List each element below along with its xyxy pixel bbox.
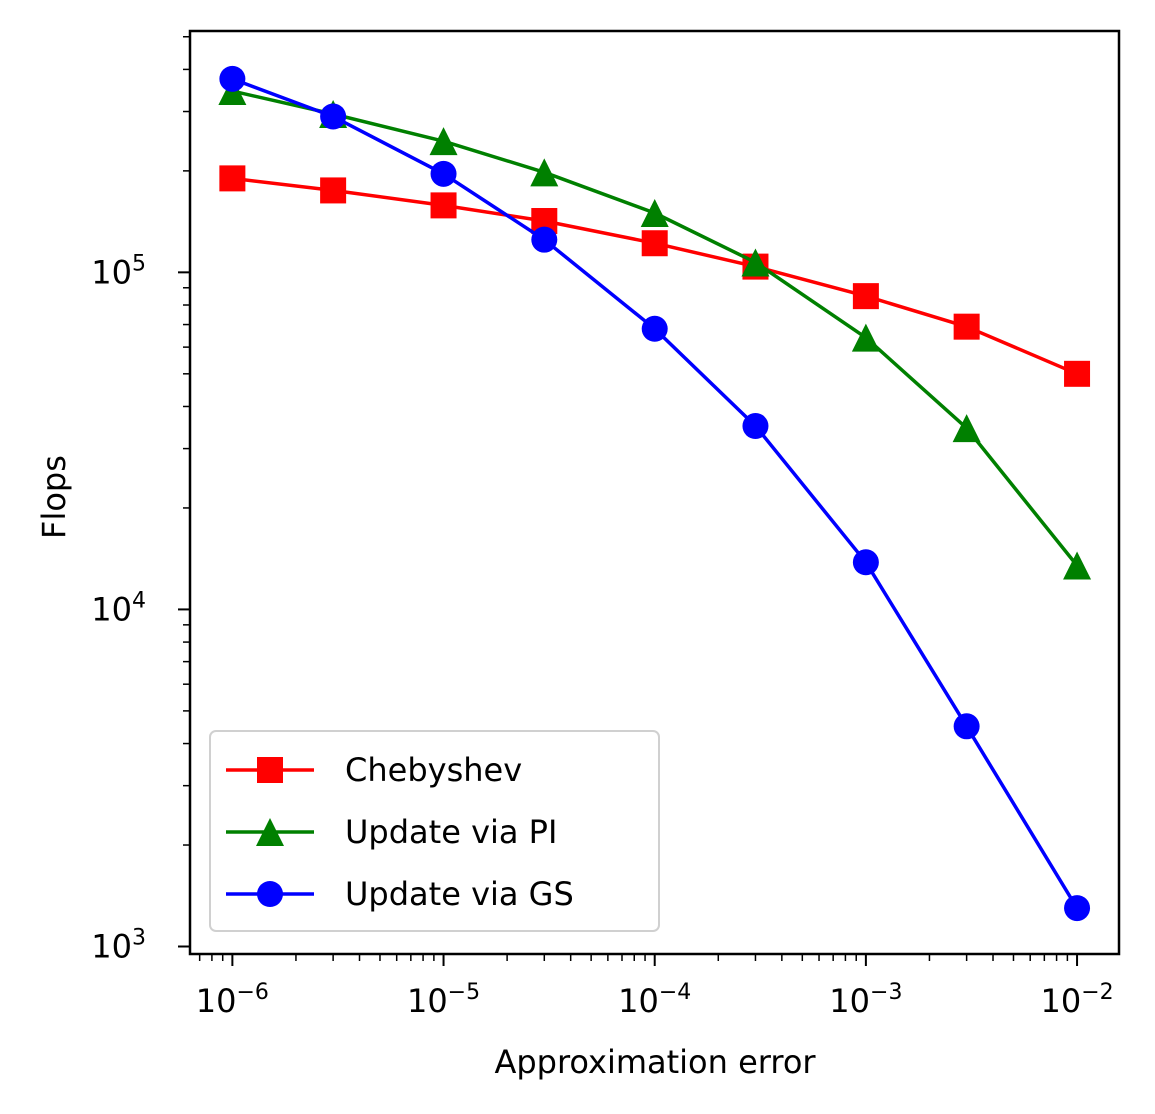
data-point-update-via-gs-2 (430, 160, 457, 187)
data-point-update-via-pi-8 (1063, 551, 1092, 580)
data-point-chebyshev-8 (1064, 360, 1091, 387)
data-point-chebyshev-4 (641, 230, 668, 257)
legend-box (209, 730, 660, 932)
x-tick-label: 10−6 (196, 980, 269, 1020)
data-point-update-via-gs-1 (320, 103, 347, 130)
data-point-update-via-pi-7 (952, 414, 981, 443)
plot-area (218, 65, 1092, 922)
data-point-update-via-pi-6 (851, 323, 880, 352)
x-tick-label: 10−3 (829, 980, 902, 1020)
data-point-update-via-pi-5 (741, 248, 770, 277)
data-point-update-via-pi-3 (530, 158, 559, 187)
data-point-chebyshev-6 (852, 283, 879, 310)
data-point-update-via-gs-8 (1064, 895, 1091, 922)
legend-label-update-via-gs: Update via GS (345, 875, 574, 913)
data-point-update-via-gs-3 (531, 226, 558, 253)
x-tick-label: 10−2 (1040, 980, 1113, 1020)
data-point-update-via-gs-6 (852, 549, 879, 576)
x-tick-label: 10−4 (618, 980, 691, 1020)
y-tick-label: 105 (91, 251, 146, 291)
x-axis-title: Approximation error (494, 1043, 816, 1081)
y-axis-title: Flops (35, 455, 73, 539)
data-point-chebyshev-7 (953, 313, 980, 340)
data-point-update-via-pi-2 (429, 127, 458, 156)
data-point-update-via-gs-5 (742, 413, 769, 440)
y-tick-label: 104 (91, 588, 146, 628)
data-point-update-via-pi-4 (640, 198, 669, 227)
data-point-update-via-gs-7 (953, 713, 980, 740)
data-point-update-via-gs-4 (641, 315, 668, 342)
legend-label-update-via-pi: Update via PI (345, 813, 557, 851)
data-point-chebyshev-1 (320, 177, 347, 204)
legend-marker-chebyshev (257, 757, 283, 783)
x-tick-label: 10−5 (407, 980, 480, 1020)
legend-label-chebyshev: Chebyshev (345, 751, 522, 789)
data-point-chebyshev-0 (219, 165, 246, 192)
y-tick-label: 103 (91, 925, 146, 965)
data-point-update-via-gs-0 (219, 65, 246, 92)
axes: 10−6 10−5 10−4 10−3 10−2 103 104 105 (91, 29, 1121, 1020)
data-point-chebyshev-2 (430, 192, 457, 219)
legend-marker-update-via-gs (257, 881, 283, 907)
legend-marker-update-via-pi (256, 818, 284, 846)
legend: Chebyshev Update via PI Update via GS (209, 730, 660, 932)
